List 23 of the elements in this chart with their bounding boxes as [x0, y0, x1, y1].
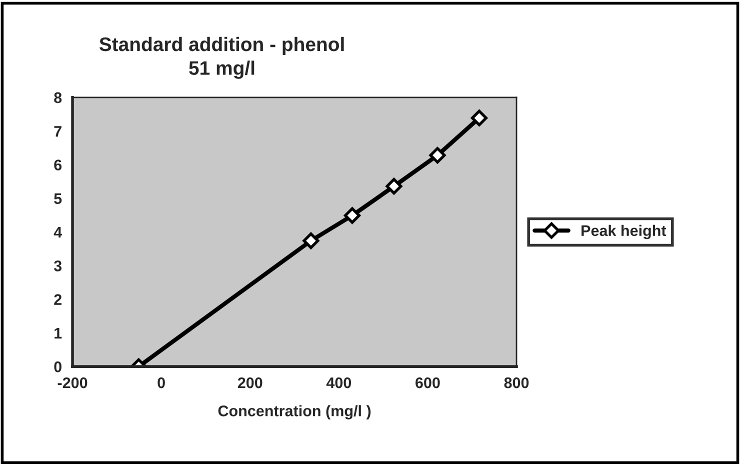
y-tick-label: 0: [54, 361, 62, 372]
point: [302, 232, 320, 250]
y-tick-label: 6: [54, 160, 62, 170]
point: [429, 147, 446, 164]
legend-label: Peak height: [582, 224, 666, 240]
chart-title: Standard addition - phenol 51 mg/l: [99, 36, 344, 79]
x-tick-label: 0: [158, 377, 165, 388]
point: [386, 178, 402, 195]
y-tick-label: 7: [54, 126, 62, 137]
y-tick-label: 5: [54, 193, 62, 204]
x-tick-label: 200: [238, 377, 262, 388]
point: [470, 110, 488, 126]
y-tick-label: 4: [54, 227, 62, 238]
point: [344, 207, 361, 224]
x-tick-label: 800: [504, 377, 529, 388]
y-tick-label: 1: [54, 328, 62, 338]
x-tick-label: 400: [326, 377, 352, 388]
y-tick-label: 8: [54, 92, 62, 104]
y-tick-label: 3: [54, 260, 62, 272]
x-tick-label: 600: [416, 377, 440, 388]
x-axis-title: Concentration (mg/l ): [218, 405, 371, 420]
x-tick-label: -200: [58, 377, 88, 388]
y-tick-label: 2: [54, 294, 62, 305]
